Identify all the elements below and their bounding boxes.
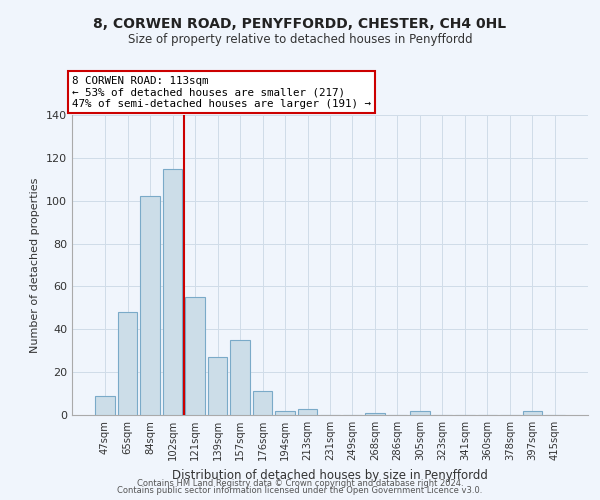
Bar [140, 196, 160, 415]
Y-axis label: Number of detached properties: Number of detached properties [31, 178, 40, 352]
Bar [230, 340, 250, 415]
Text: 8, CORWEN ROAD, PENYFFORDD, CHESTER, CH4 0HL: 8, CORWEN ROAD, PENYFFORDD, CHESTER, CH4… [94, 18, 506, 32]
Text: Contains public sector information licensed under the Open Government Licence v3: Contains public sector information licen… [118, 486, 482, 495]
Bar [163, 168, 182, 415]
Bar [118, 312, 137, 415]
Text: Size of property relative to detached houses in Penyffordd: Size of property relative to detached ho… [128, 32, 472, 46]
X-axis label: Distribution of detached houses by size in Penyffordd: Distribution of detached houses by size … [172, 468, 488, 481]
Bar [208, 357, 227, 415]
Bar [365, 413, 385, 415]
Bar [298, 408, 317, 415]
Bar [523, 410, 542, 415]
Bar [410, 410, 430, 415]
Text: Contains HM Land Registry data © Crown copyright and database right 2024.: Contains HM Land Registry data © Crown c… [137, 478, 463, 488]
Bar [275, 410, 295, 415]
Bar [95, 396, 115, 415]
Bar [185, 297, 205, 415]
Text: 8 CORWEN ROAD: 113sqm
← 53% of detached houses are smaller (217)
47% of semi-det: 8 CORWEN ROAD: 113sqm ← 53% of detached … [72, 76, 371, 109]
Bar [253, 392, 272, 415]
